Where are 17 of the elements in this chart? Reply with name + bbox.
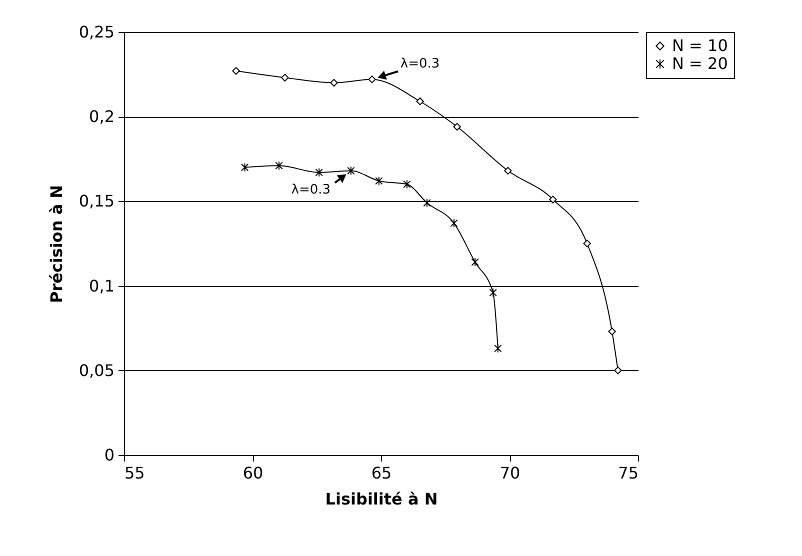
x-tick-label: 70	[500, 464, 520, 482]
x-tick-label: 55	[124, 464, 145, 482]
x-tick-label: 65	[371, 464, 392, 482]
y-tick-label: 0,2	[89, 107, 114, 126]
y-tick-label: 0	[104, 446, 114, 464]
annotation: λ=0.3	[291, 182, 331, 198]
annotation: λ=0.3	[400, 56, 440, 72]
y-tick-label: 0,05	[78, 360, 114, 380]
y-tick-label: 0,25	[78, 22, 114, 42]
y-axis-title: Précision à N	[46, 184, 66, 304]
y-tick-label: 0,1	[89, 276, 114, 296]
x-tick-label: 60	[242, 464, 264, 482]
legend-label: N = 10	[672, 36, 728, 55]
y-tick-label: 0,15	[78, 192, 114, 211]
x-tick-label: 75	[618, 464, 638, 482]
legend-label: N = 20	[672, 54, 728, 73]
x-axis-title: Lisibilité à N	[325, 490, 438, 508]
